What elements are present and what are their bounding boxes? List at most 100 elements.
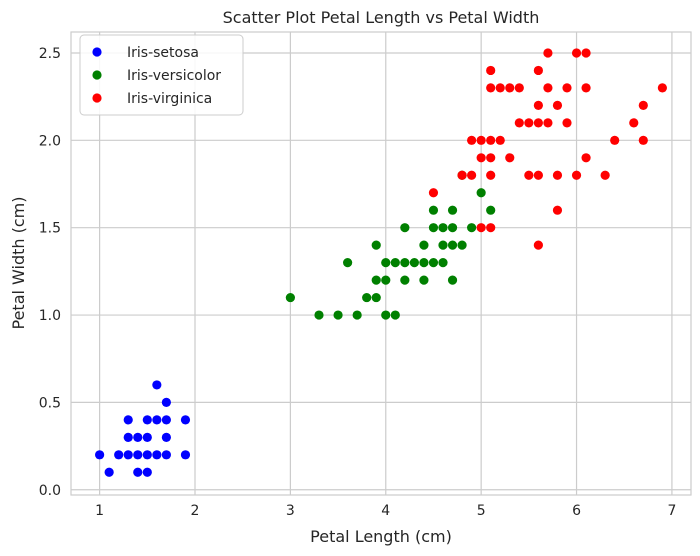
- data-point: [152, 450, 162, 460]
- data-point: [285, 292, 295, 303]
- legend-marker: [92, 93, 102, 103]
- data-point: [390, 310, 400, 320]
- data-point: [381, 310, 391, 320]
- data-point: [571, 170, 582, 180]
- data-point: [467, 170, 477, 180]
- data-point: [629, 118, 639, 128]
- series-iris-setosa: [95, 380, 191, 477]
- data-point: [447, 205, 458, 215]
- data-point: [476, 135, 486, 145]
- data-point: [552, 100, 563, 110]
- data-point: [486, 153, 496, 163]
- data-point: [562, 118, 572, 128]
- data-point: [428, 188, 439, 198]
- data-point: [524, 118, 534, 128]
- data-point: [486, 83, 496, 93]
- data-point: [476, 223, 486, 233]
- data-points: [95, 48, 667, 477]
- data-point: [533, 65, 543, 76]
- legend-marker: [92, 70, 102, 80]
- data-point: [428, 205, 439, 215]
- data-point: [447, 275, 458, 285]
- data-point: [371, 292, 381, 303]
- data-point: [180, 450, 191, 460]
- data-point: [524, 170, 534, 180]
- data-point: [180, 415, 191, 425]
- y-axis-label: Petal Width (cm): [9, 197, 28, 330]
- legend-label: Iris-virginica: [127, 91, 212, 107]
- data-point: [133, 467, 143, 477]
- data-point: [371, 275, 381, 285]
- data-point: [142, 432, 152, 442]
- data-point: [533, 170, 543, 180]
- legend-label: Iris-setosa: [127, 45, 199, 61]
- data-point: [161, 415, 171, 425]
- data-point: [600, 170, 610, 180]
- data-point: [514, 118, 524, 128]
- x-tick-label: 7: [667, 503, 676, 519]
- series-iris-versicolor: [285, 170, 496, 320]
- data-point: [486, 135, 496, 145]
- data-point: [552, 205, 563, 215]
- x-tick-labels: 1 2 3 4 5 6 7: [95, 503, 676, 519]
- data-point: [133, 450, 143, 460]
- data-point: [543, 83, 553, 93]
- y-tick-label: 2.0: [39, 133, 61, 149]
- data-point: [486, 170, 496, 180]
- data-point: [104, 467, 114, 477]
- data-point: [133, 432, 143, 442]
- x-tick-label: 4: [381, 503, 390, 519]
- data-point: [400, 258, 410, 268]
- data-point: [419, 240, 429, 250]
- data-point: [543, 48, 553, 58]
- data-point: [333, 310, 343, 320]
- data-point: [486, 223, 496, 233]
- x-tick-label: 1: [95, 503, 104, 519]
- data-point: [533, 118, 543, 128]
- data-point: [419, 275, 429, 285]
- y-tick-label: 2.5: [39, 46, 61, 62]
- x-tick-label: 5: [477, 503, 486, 519]
- data-point: [362, 292, 372, 303]
- y-tick-label: 1.5: [39, 221, 61, 237]
- y-tick-labels: 0.0 0.5 1.0 1.5 2.0 2.5: [39, 46, 61, 499]
- data-point: [505, 153, 515, 163]
- data-point: [638, 135, 648, 145]
- data-point: [381, 258, 391, 268]
- data-point: [457, 170, 467, 180]
- data-point: [552, 170, 563, 180]
- data-point: [562, 83, 572, 93]
- x-tick-label: 6: [572, 503, 581, 519]
- x-tick-label: 3: [286, 503, 295, 519]
- data-point: [314, 310, 324, 320]
- data-point: [123, 432, 133, 442]
- legend: Iris-setosa Iris-versicolor Iris-virginica: [79, 34, 244, 116]
- plot-area-frame: [70, 31, 692, 496]
- data-point: [467, 135, 477, 145]
- x-axis-label: Petal Length (cm): [310, 527, 452, 546]
- data-point: [161, 450, 171, 460]
- data-point: [447, 240, 458, 250]
- data-point: [142, 467, 152, 477]
- data-point: [657, 83, 667, 93]
- data-point: [581, 83, 591, 93]
- data-point: [610, 135, 620, 145]
- data-point: [371, 240, 381, 250]
- data-point: [428, 258, 439, 268]
- series-iris-virginica: [428, 48, 667, 250]
- data-point: [638, 100, 648, 110]
- legend-box: [79, 34, 244, 116]
- chart-title: Scatter Plot Petal Length vs Petal Width: [223, 8, 540, 27]
- data-point: [390, 258, 400, 268]
- data-point: [419, 258, 429, 268]
- y-tick-label: 1.0: [39, 308, 61, 324]
- y-tick-label: 0.0: [39, 483, 61, 499]
- data-point: [142, 450, 152, 460]
- data-point: [533, 100, 543, 110]
- data-point: [447, 223, 458, 233]
- data-point: [152, 380, 162, 390]
- data-point: [533, 240, 543, 250]
- data-point: [161, 432, 171, 442]
- data-point: [352, 310, 362, 320]
